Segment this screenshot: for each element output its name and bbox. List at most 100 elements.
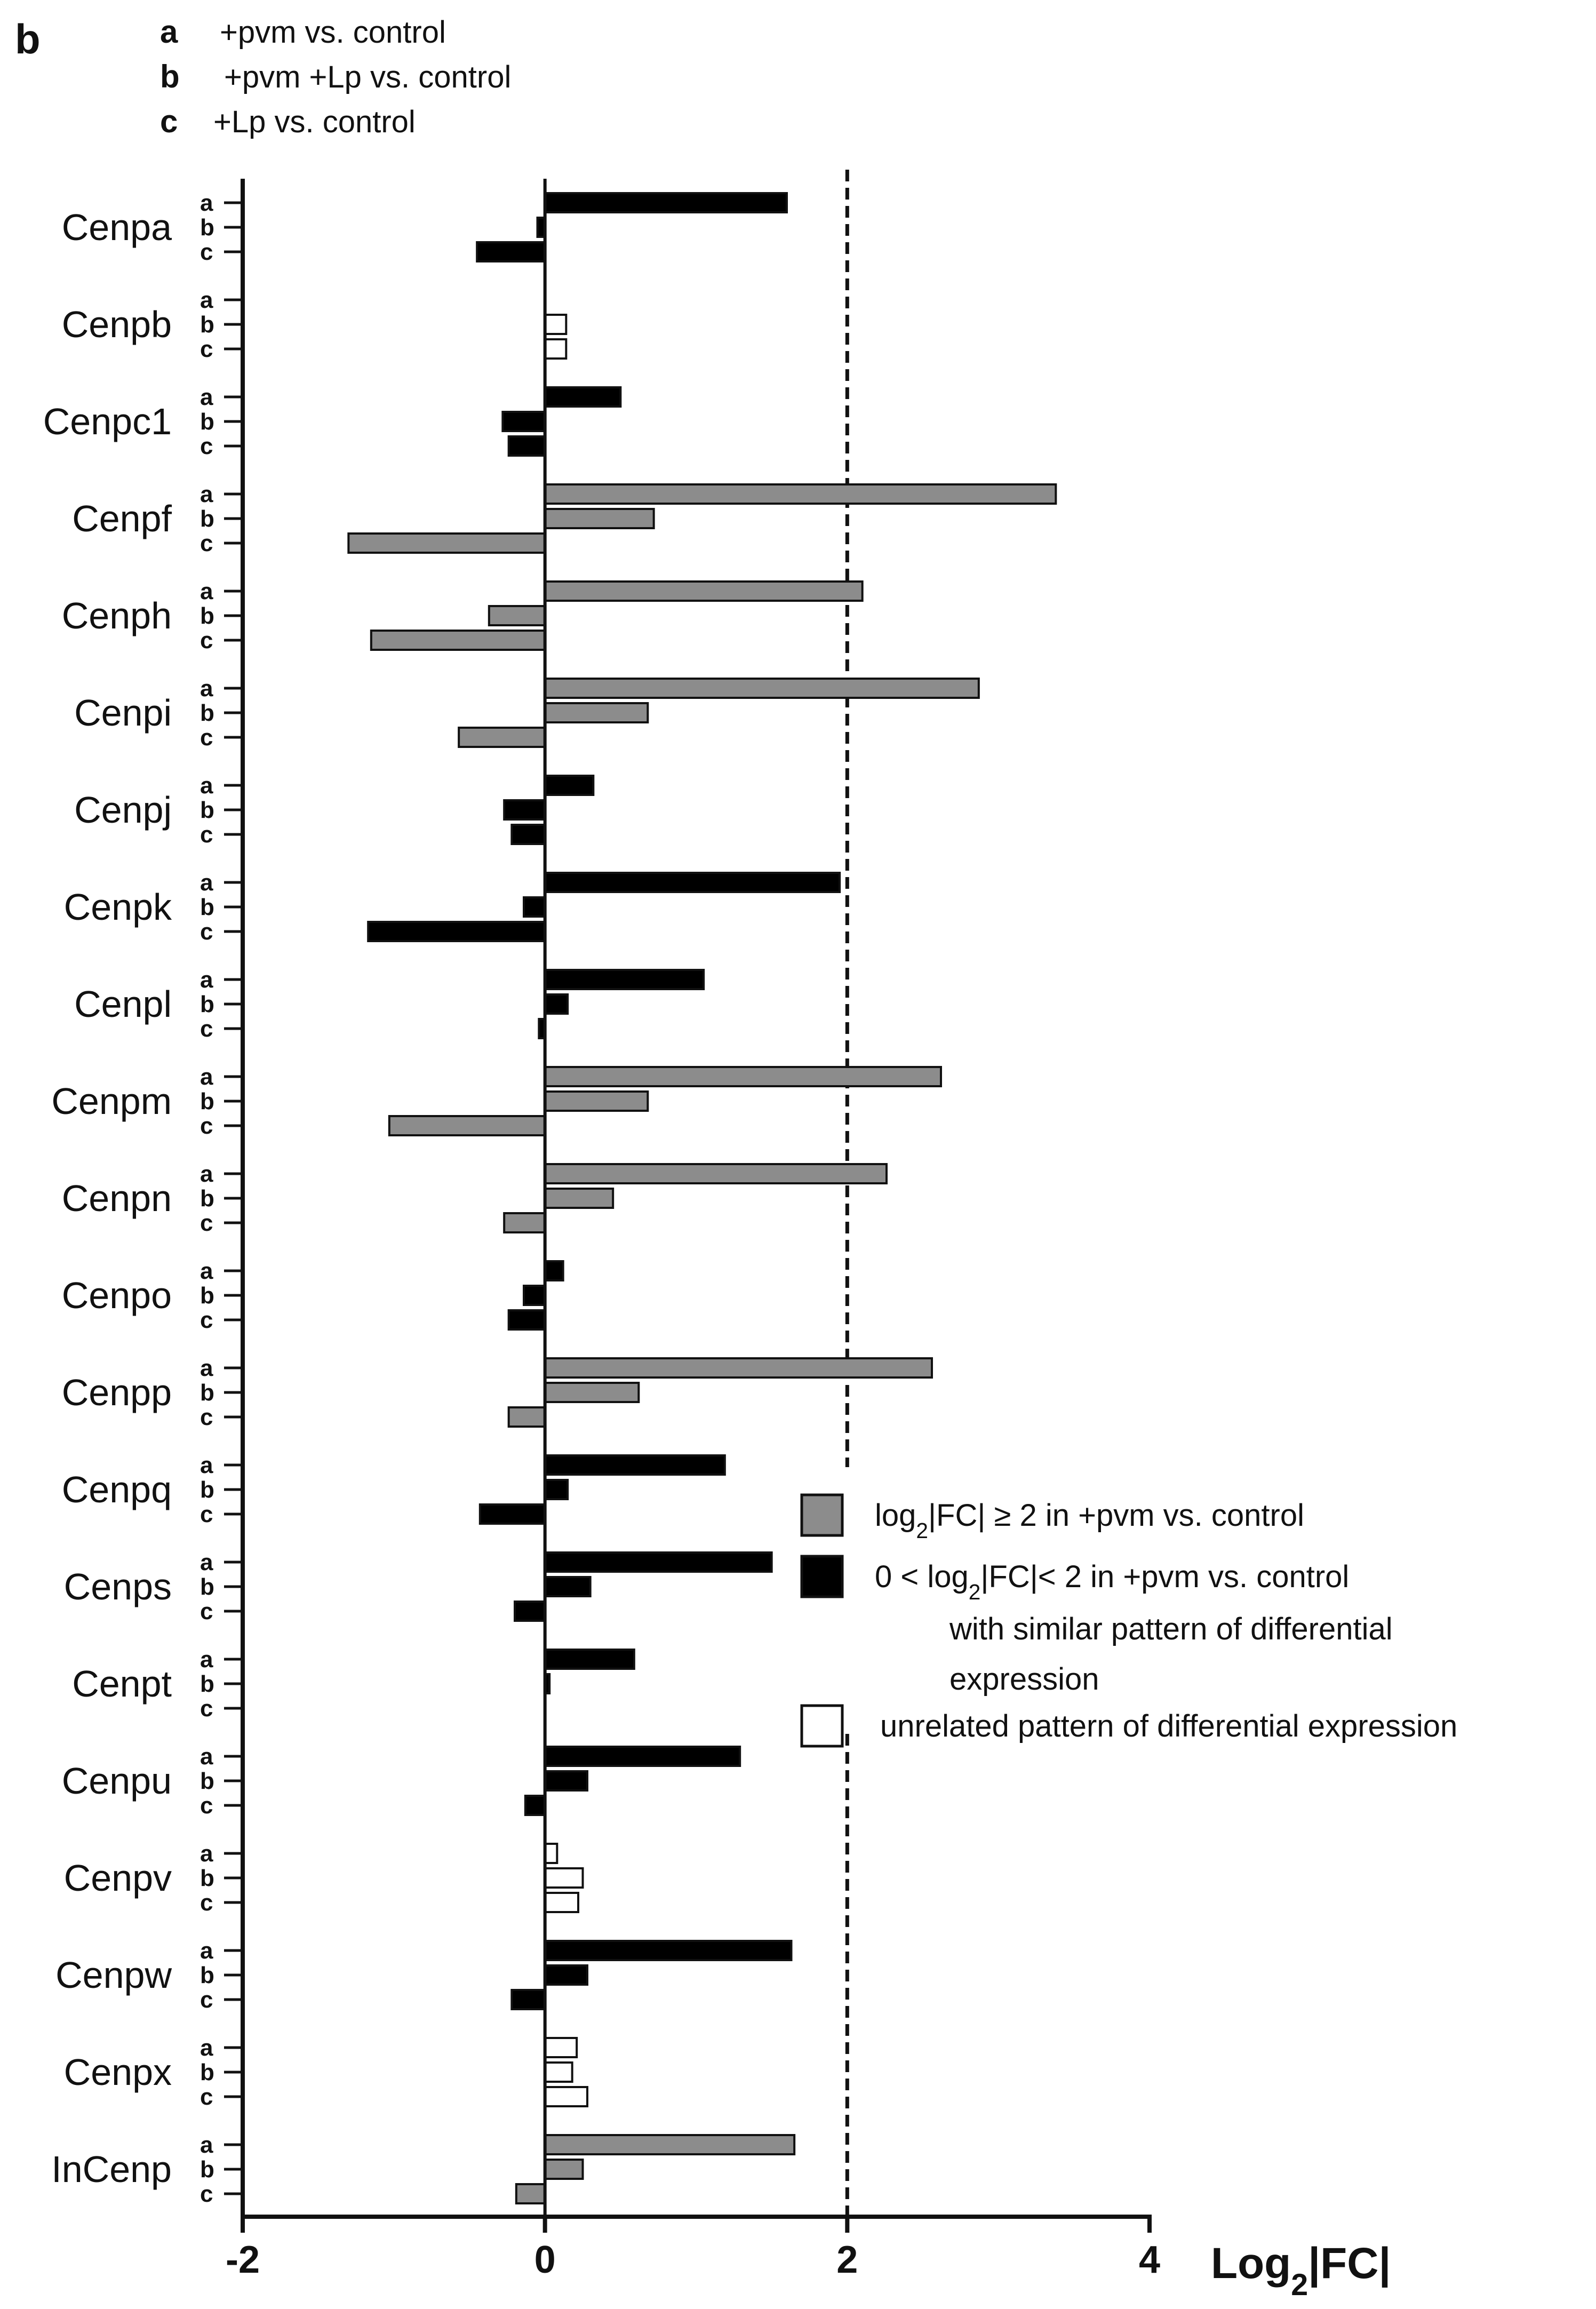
gene-label-cenpc1: Cenpc1 [43, 401, 172, 442]
bar-cenpk-a [544, 872, 841, 893]
row-label-cenpa-c: c [200, 239, 213, 265]
row-label-cenpn-a: a [200, 1161, 213, 1187]
row-label-cenpa-a: a [200, 190, 213, 216]
gene-label-cenpw: Cenpw [55, 1954, 172, 1996]
bar-cenpq-a [544, 1454, 726, 1476]
row-label-incenp-c: c [200, 2181, 213, 2207]
bar-cenpu-a [544, 1746, 741, 1767]
row-label-cenpv-c: c [200, 1890, 213, 1916]
bar-cenpn-c [503, 1212, 546, 1233]
row-label-cenpt-a: a [200, 1646, 213, 1673]
legend: log2|FC| ≥ 2 in +pvm vs. control 0 < log2… [800, 1493, 1457, 1748]
gene-label-cenpb: Cenpb [62, 304, 172, 345]
row-label-cenpu-c: c [200, 1793, 213, 1819]
row-label-cenpx-a: a [200, 2035, 213, 2061]
bar-cenpx-a [544, 2037, 578, 2058]
bar-cenpk-c [367, 921, 546, 942]
bar-cenpp-b [544, 1382, 640, 1403]
row-label-cenph-b: b [200, 603, 214, 629]
bar-cenpu-c [524, 1795, 546, 1816]
bar-cenpb-c [544, 338, 568, 360]
bar-cenpq-b [544, 1479, 569, 1500]
row-label-cenpu-a: a [200, 1743, 213, 1770]
bar-cenpx-c [544, 2086, 589, 2107]
bar-cenps-b [544, 1576, 592, 1597]
bar-cenpb-b [544, 314, 568, 335]
legend-swatch-black [800, 1555, 844, 1598]
bar-cenpj-c [510, 824, 546, 845]
row-label-cenpm-c: c [200, 1113, 213, 1139]
row-label-cenpj-a: a [200, 773, 213, 799]
row-label-cenpo-b: b [200, 1283, 214, 1309]
key-text-c: +Lp vs. control [213, 105, 416, 139]
legend-text-black-2: expression [949, 1662, 1099, 1697]
bar-cenpa-c [476, 241, 546, 262]
row-label-cenps-b: b [200, 1574, 214, 1600]
row-label-cenpf-b: b [200, 506, 214, 532]
row-label-cenpi-b: b [200, 700, 214, 726]
gene-label-cenpp: Cenpp [62, 1372, 172, 1413]
row-label-cenpj-c: c [200, 822, 213, 848]
legend-text-black-0: 0 < log2|FC|< 2 in +pvm vs. control [875, 1559, 1349, 1604]
legend-swatch-gray [800, 1493, 844, 1537]
row-label-cenph-c: c [200, 627, 213, 654]
row-label-cenpb-b: b [200, 312, 214, 338]
gene-label-cenpx: Cenpx [64, 2051, 172, 2093]
bar-cenpm-b [544, 1090, 649, 1112]
row-label-cenpw-a: a [200, 1938, 213, 1964]
bar-cenph-b [488, 605, 546, 626]
bar-cenpv-c [544, 1892, 580, 1913]
row-label-cenpq-c: c [200, 1501, 213, 1527]
legend-text-gray-0: log2|FC| ≥ 2 in +pvm vs. control [875, 1498, 1304, 1543]
gene-label-cenpj: Cenpj [74, 789, 172, 831]
bar-cenpf-a [544, 483, 1057, 505]
bar-incenp-b [544, 2159, 584, 2180]
bar-cenpx-b [544, 2061, 573, 2083]
bar-incenp-a [544, 2134, 796, 2155]
row-label-cenpf-a: a [200, 481, 213, 507]
row-label-cenpq-b: b [200, 1477, 214, 1503]
row-label-cenpj-b: b [200, 797, 214, 823]
row-label-cenpb-c: c [200, 336, 213, 362]
row-label-cenpv-a: a [200, 1841, 213, 1867]
x-tick-label-0: -2 [226, 2239, 260, 2281]
bar-cenpo-c [507, 1309, 546, 1331]
row-label-cenpl-b: b [200, 991, 214, 1017]
bar-cenpl-a [544, 969, 705, 990]
key-letter-a: a [160, 14, 178, 50]
bar-cenpw-c [510, 1989, 546, 2010]
gene-label-cenpf: Cenpf [72, 498, 172, 539]
bar-cenpi-a [544, 678, 980, 699]
bar-cenpo-a [544, 1260, 564, 1281]
bar-cenpf-c [347, 532, 546, 554]
bar-cenpp-a [544, 1357, 933, 1379]
bar-cenpl-b [544, 993, 569, 1015]
bar-cenpt-a [544, 1649, 635, 1670]
gene-label-cenpq: Cenpq [62, 1469, 172, 1510]
row-label-incenp-b: b [200, 2156, 214, 2183]
gene-label-cenpm: Cenpm [51, 1080, 172, 1122]
comparison-key: a +pvm vs. control b +pvm +Lp vs. contro… [160, 14, 511, 139]
row-label-cenpt-c: c [200, 1695, 213, 1722]
row-label-cenpo-a: a [200, 1258, 213, 1284]
gene-label-cenps: Cenps [64, 1566, 172, 1607]
bar-cenpn-a [544, 1163, 888, 1184]
x-axis-label: Log2|FC| [1211, 2239, 1391, 2302]
key-text-a: +pvm vs. control [220, 15, 446, 50]
bar-incenp-c [515, 2183, 546, 2204]
row-label-cenpx-b: b [200, 2059, 214, 2085]
legend-swatch-white [800, 1704, 844, 1748]
bar-cenpj-b [503, 799, 546, 821]
gene-label-incenp: InCenp [51, 2148, 172, 2190]
bar-cenpn-b [544, 1188, 615, 1209]
gene-label-cenpn: Cenpn [62, 1177, 172, 1219]
row-label-incenp-a: a [200, 2132, 213, 2158]
gene-label-cenpv: Cenpv [64, 1857, 172, 1899]
row-label-cenpt-b: b [200, 1671, 214, 1697]
gene-label-cenpa: Cenpa [62, 206, 172, 248]
bar-cenpi-c [458, 727, 546, 748]
bar-cenpc1-b [501, 411, 546, 432]
bar-cenps-c [514, 1601, 546, 1622]
row-label-cenps-a: a [200, 1549, 213, 1575]
row-label-cenpn-b: b [200, 1185, 214, 1212]
